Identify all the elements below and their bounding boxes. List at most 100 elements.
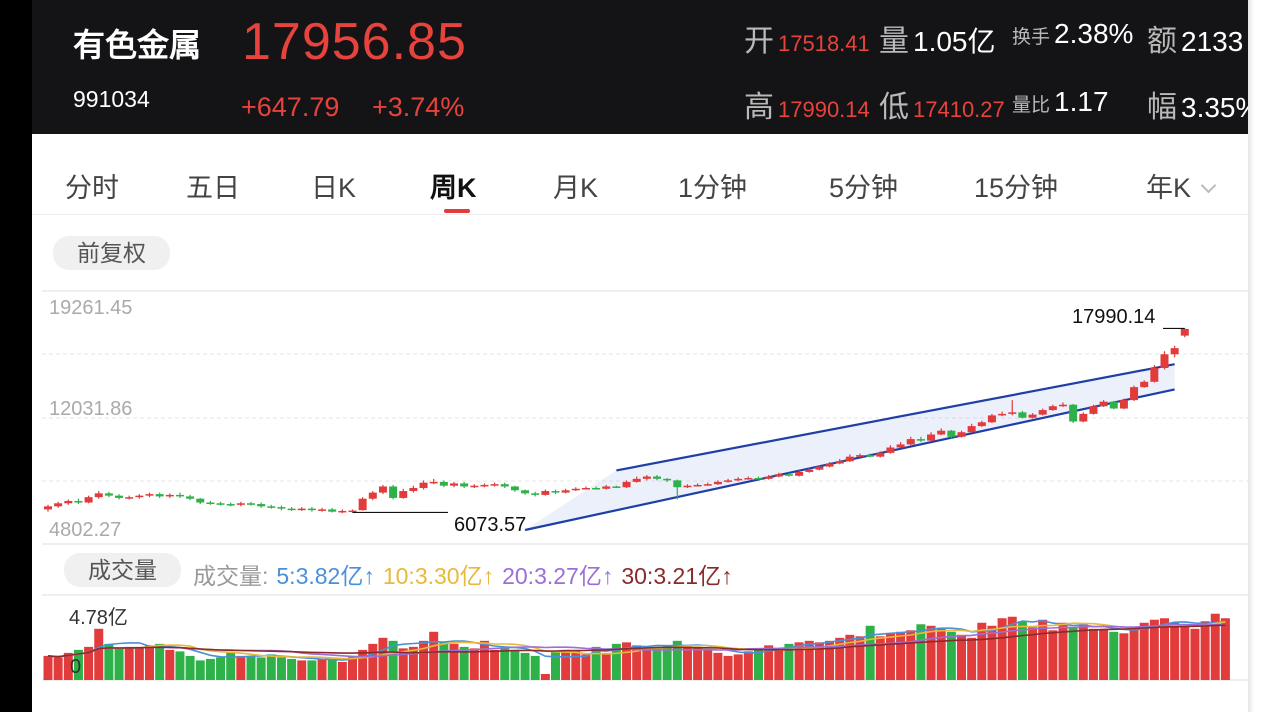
candle-body [1028,414,1037,418]
tab-5-min[interactable]: 5分钟 [829,173,899,203]
candle-body [1038,410,1047,415]
volume-bar [63,652,73,680]
volume-bar [94,628,104,680]
volume-bar [1170,622,1180,680]
volume-bar [1139,622,1149,680]
trend-channel [524,363,1175,532]
candle-body [1008,412,1017,414]
tab-daily-k[interactable]: 日K [311,173,357,203]
volume-bar [1028,627,1038,680]
candle-body [236,503,245,505]
volume-bar [1099,628,1109,680]
candle-body [805,469,814,472]
volume-bar [977,622,987,680]
volume-bar [337,661,347,680]
low-marker-label: 6073.57 [454,514,527,536]
candle-body [1180,328,1189,336]
tab-1-min[interactable]: 1分钟 [678,173,748,203]
volume-bar [276,657,286,680]
candle-body [277,507,286,509]
volume-bar [408,646,418,680]
candle-body [338,510,347,513]
adjust-mode-button[interactable]: 前复权 [53,236,170,270]
stat-high-value: 17990.14 [778,97,870,122]
candle-body [155,494,164,497]
volume-legend-title: 成交量: [193,563,269,589]
volume-legend-ma5: 5:3.82亿↑ [276,563,375,589]
volume-bar [957,634,966,680]
candle-body [744,478,753,480]
candle-body [247,503,255,505]
volume-bar [814,642,824,680]
candle-body [592,488,601,490]
volume-bar [297,660,307,680]
candle-body [328,509,337,512]
candles [44,328,1189,514]
volume-bar [114,648,124,680]
candle-body [571,488,580,491]
volume-bar [317,658,327,680]
volume-bar [1048,630,1058,680]
volume-bar [104,643,114,680]
candle-body [876,452,885,457]
candle-body [104,493,113,496]
candle-body [521,490,530,494]
stat-amplitude-value: 3.35% [1181,92,1248,123]
volume-bar [236,655,246,680]
candle-body [145,494,154,496]
price-change: +647.79 [241,92,340,122]
price-axis-top: 19261.45 [49,297,133,319]
high-marker-label: 17990.14 [1072,306,1156,328]
candle-body [348,510,357,513]
candle-body [409,488,418,492]
tab-weekly-k[interactable]: 周K [430,173,477,203]
candle-body [998,413,1007,416]
candle-body [967,426,976,433]
volume-bar [73,649,83,680]
candle-body [551,491,560,493]
candle-body [84,497,93,503]
candle-body [287,508,296,511]
stat-vol-ratio: 量比 1.17 [1012,86,1109,118]
candle-body [1099,401,1108,407]
stat-open-label: 开 [744,25,774,58]
tab-yearly-k-label: 年K [1146,173,1192,203]
candle-body [673,480,682,488]
volume-axis-bottom: 0 [70,656,82,678]
volume-bar [1088,628,1098,680]
volume-bar [561,649,571,680]
candle-body [916,439,925,441]
tab-monthly-k[interactable]: 月K [553,173,599,203]
volume-bar [835,637,845,680]
tab-five-day[interactable]: 五日 [186,173,240,203]
stat-low-label: 低 [879,91,909,124]
volume-bar [205,658,215,680]
candle-body [835,461,844,464]
volume-indicator-button[interactable]: 成交量 [64,553,181,587]
candle-body [490,484,499,486]
candle-body [115,495,124,498]
tab-yearly-k[interactable]: 年K [1146,166,1217,205]
candle-body [54,503,63,507]
candle-body [642,476,651,479]
candle-body [460,483,469,487]
candle-body [541,491,550,495]
candle-body [886,447,895,453]
volume-bar [1180,625,1190,680]
volume-bar [693,646,703,680]
volume-bar [459,646,469,680]
volume-bar [906,630,916,680]
tab-intraday[interactable]: 分时 [65,173,119,203]
volume-bar [703,649,713,680]
candle-body [510,486,519,491]
tab-15-min[interactable]: 15分钟 [974,173,1059,203]
candle-body [632,478,641,482]
quote-header: 有色金属 991034 17956.85 +647.79 +3.74% 开 175… [32,0,1248,134]
volume-bar [124,646,134,680]
candle-body [378,486,387,493]
candle-body [856,455,864,457]
volume-bar [662,645,672,680]
volume-bar [632,645,642,680]
stat-amount-label: 额 [1147,25,1177,58]
